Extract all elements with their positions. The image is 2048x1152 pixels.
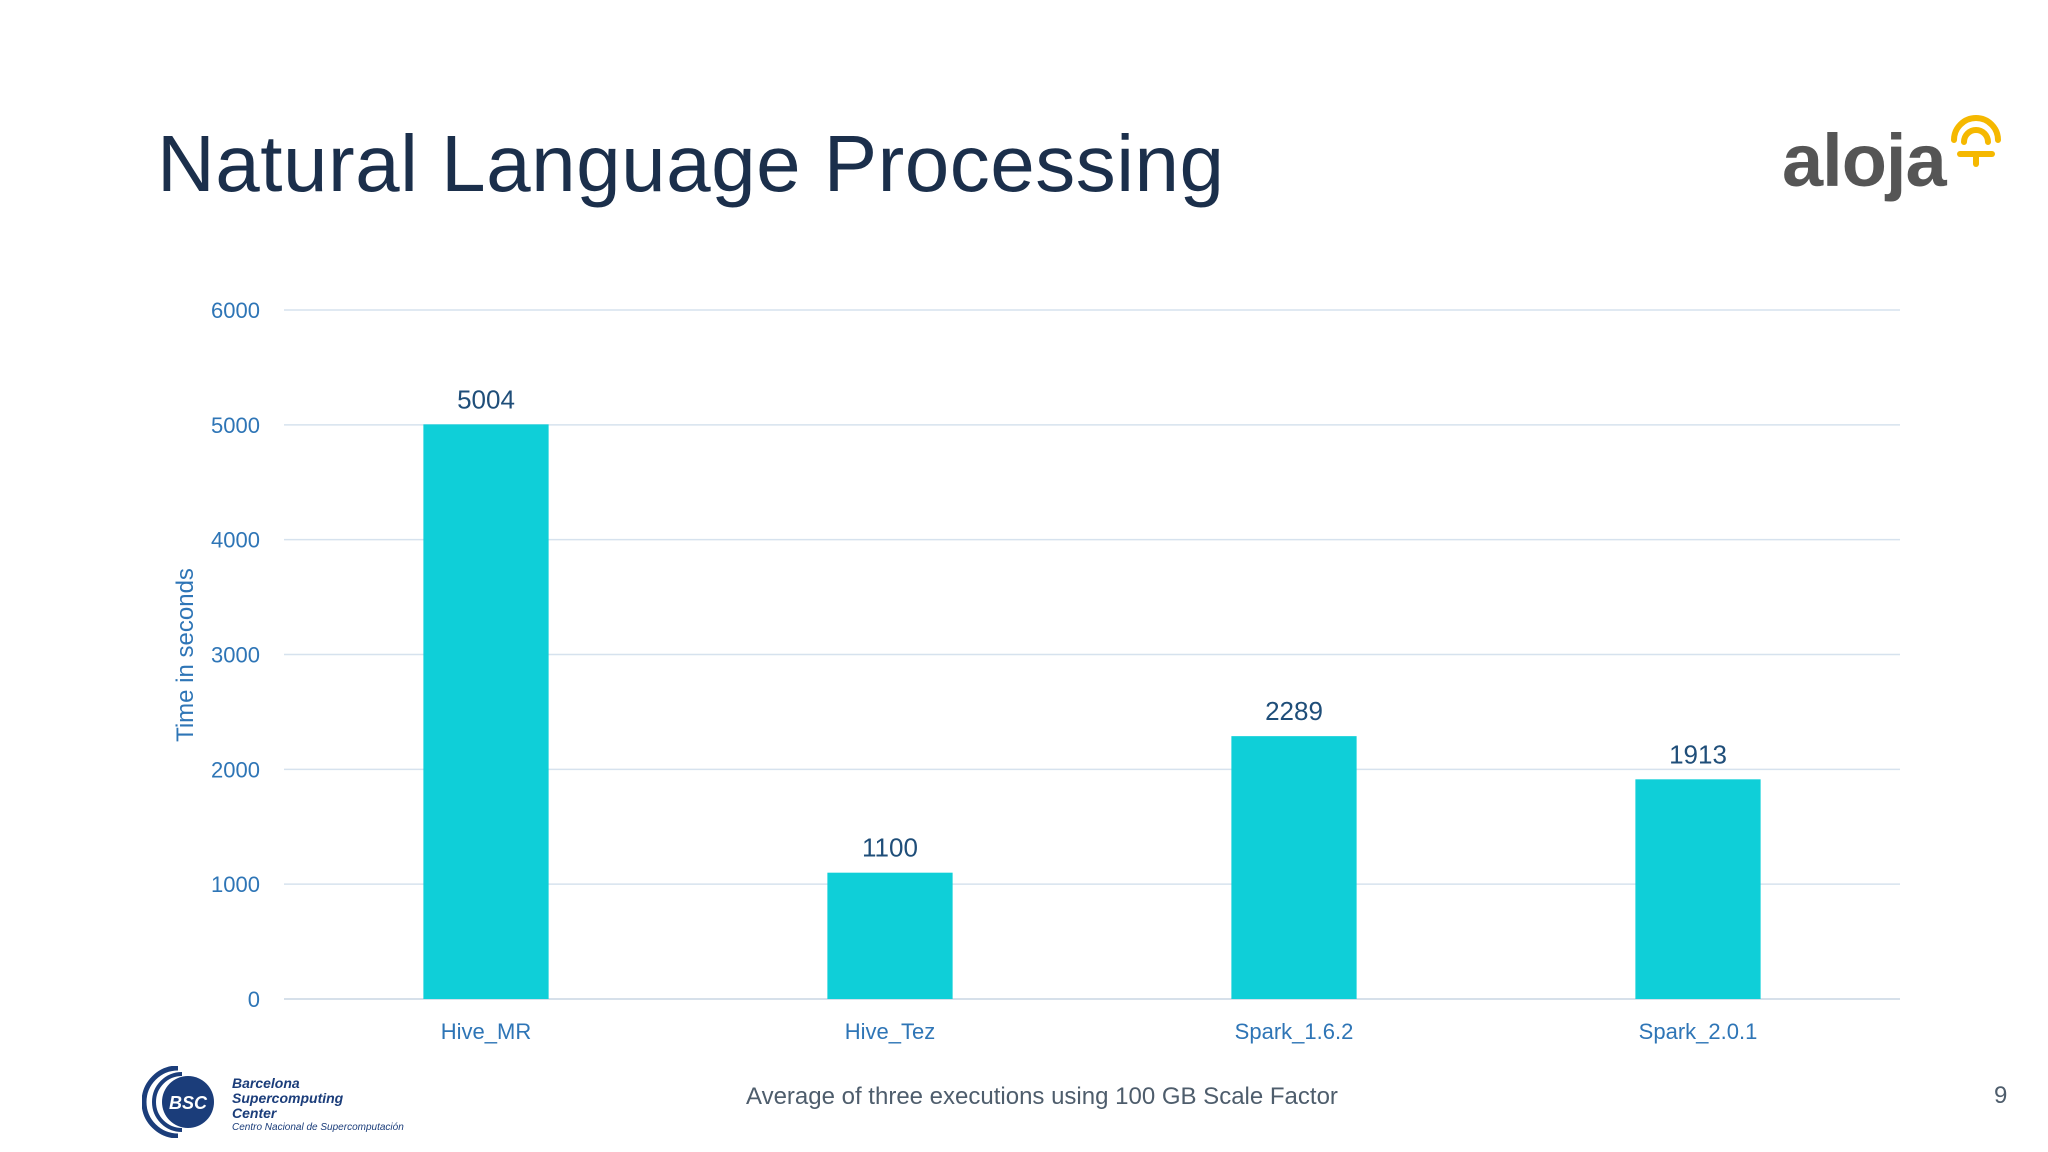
aloja-wifi-icon bbox=[1951, 115, 2001, 167]
x-tick-label: Hive_Tez bbox=[845, 1019, 935, 1044]
x-tick-label: Hive_MR bbox=[441, 1019, 531, 1044]
y-tick-label: 3000 bbox=[211, 643, 260, 668]
data-label: 5004 bbox=[457, 384, 515, 414]
y-tick-label: 0 bbox=[248, 987, 260, 1012]
bar bbox=[423, 424, 549, 999]
y-tick-label: 2000 bbox=[211, 757, 260, 782]
y-tick-label: 4000 bbox=[211, 528, 260, 553]
y-tick-label: 1000 bbox=[211, 872, 260, 897]
data-label: 1913 bbox=[1669, 739, 1727, 769]
bsc-name: Barcelona Supercomputing Center bbox=[232, 1075, 344, 1121]
footer-note: Average of three executions using 100 GB… bbox=[746, 1083, 1338, 1110]
bar bbox=[1231, 736, 1357, 999]
slide-title: Natural Language Processing bbox=[157, 119, 1225, 208]
bar bbox=[1635, 779, 1761, 999]
x-tick-label: Spark_1.6.2 bbox=[1235, 1019, 1354, 1044]
x-tick-label: Spark_2.0.1 bbox=[1639, 1019, 1758, 1044]
bsc-subtitle: Centro Nacional de Supercomputación bbox=[232, 1122, 404, 1133]
aloja-logo: aloja bbox=[1770, 110, 2010, 210]
aloja-logo-text: aloja bbox=[1782, 119, 1947, 202]
data-label: 2289 bbox=[1265, 696, 1323, 726]
page-number: 9 bbox=[1994, 1082, 2008, 1109]
y-axis-label: Time in seconds bbox=[172, 568, 199, 742]
data-label: 1100 bbox=[862, 833, 918, 863]
bsc-logo: BSC Barcelona Supercomputing Center Cent… bbox=[142, 1066, 442, 1138]
y-tick-label: 6000 bbox=[211, 298, 260, 323]
bsc-badge-text: BSC bbox=[169, 1093, 208, 1113]
bar bbox=[827, 872, 953, 999]
bsc-circle-icon: BSC bbox=[142, 1066, 214, 1138]
y-tick-label: 5000 bbox=[211, 413, 260, 438]
